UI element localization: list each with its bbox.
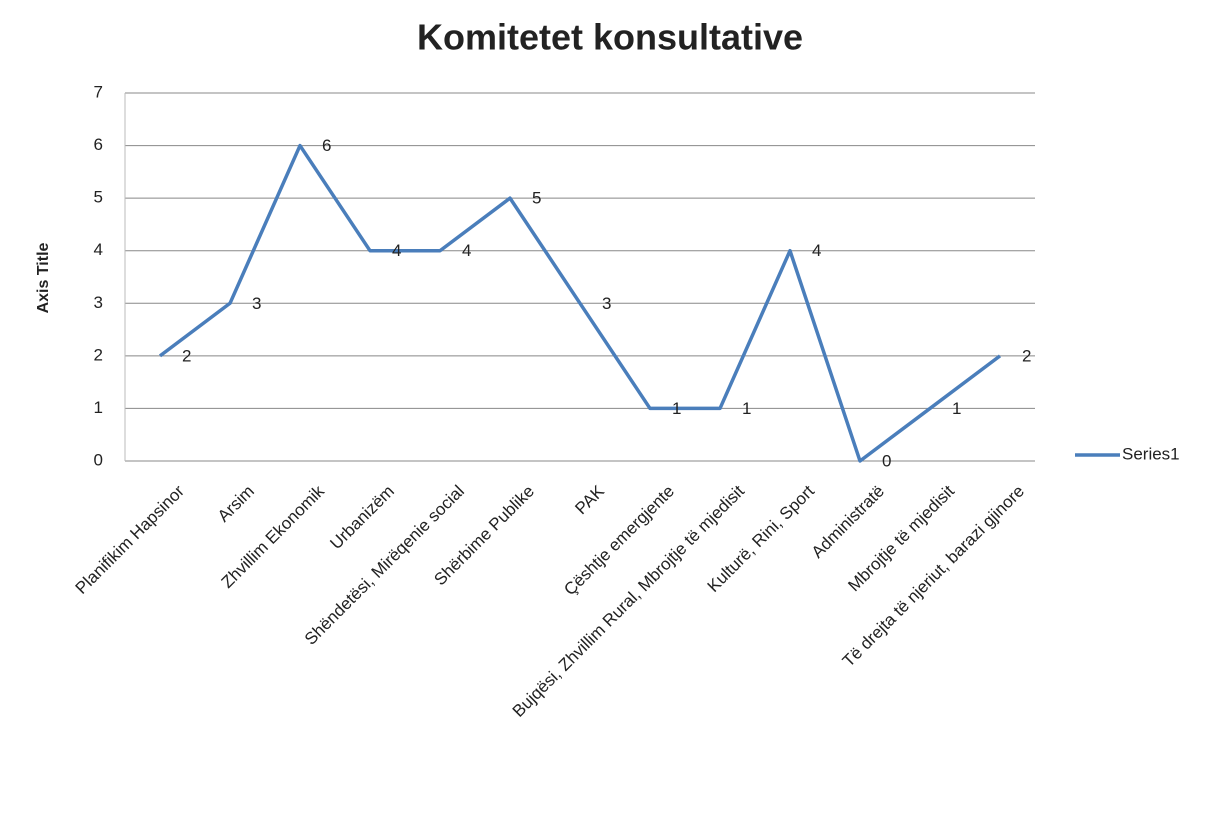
chart-title: Komitetet konsultative: [417, 17, 803, 58]
data-label: 4: [462, 241, 471, 260]
y-tick-label: 7: [94, 82, 103, 101]
data-label: 3: [602, 294, 611, 313]
y-tick-label: 5: [94, 188, 103, 207]
data-label: 1: [672, 399, 681, 418]
y-tick-label: 6: [94, 135, 103, 154]
data-label: 3: [252, 294, 261, 313]
data-label: 1: [952, 399, 961, 418]
y-axis-title: Axis Title: [35, 242, 52, 313]
data-label: 6: [322, 136, 331, 155]
data-label: 4: [392, 241, 401, 260]
y-tick-label: 3: [94, 293, 103, 312]
x-tick-label: Arsim: [214, 482, 258, 526]
y-tick-label: 0: [94, 450, 103, 469]
x-tick-label: PAK: [571, 481, 608, 518]
x-tick-label: Urbanizëm: [326, 482, 398, 554]
data-label: 1: [742, 399, 751, 418]
y-tick-label: 1: [94, 398, 103, 417]
y-tick-label: 4: [94, 240, 103, 259]
data-label: 5: [532, 189, 541, 208]
y-tick-label: 2: [94, 345, 103, 364]
x-tick-label: Planifikim Hapsinor: [72, 481, 189, 598]
data-label: 2: [182, 346, 191, 365]
data-label: 4: [812, 241, 821, 260]
data-label: 2: [1022, 346, 1031, 365]
data-label: 0: [882, 451, 891, 470]
series-line: [158, 143, 1002, 463]
legend-label: Series1: [1122, 444, 1180, 463]
